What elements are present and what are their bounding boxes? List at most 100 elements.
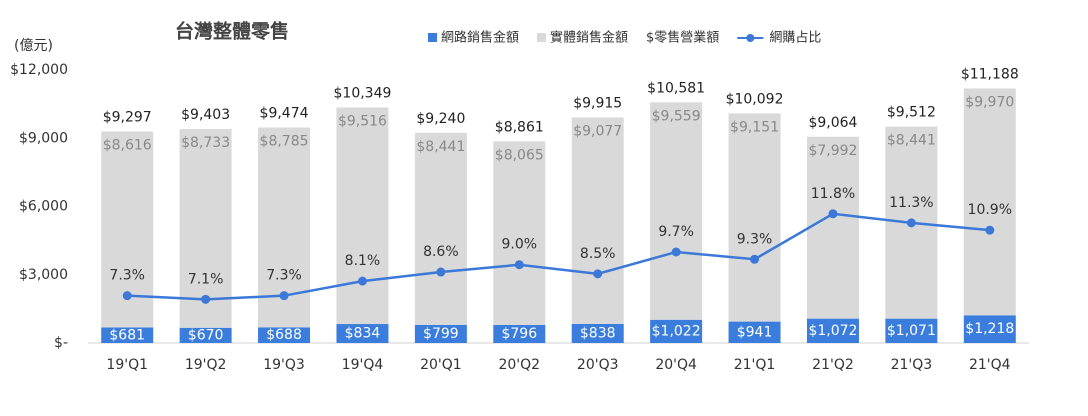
- bar: [179, 327, 232, 343]
- x-tick-label: 20'Q4: [655, 357, 697, 373]
- y-tick-label: $-: [54, 335, 68, 351]
- line-value-label: 9.7%: [658, 224, 694, 240]
- x-tick-label: 19'Q3: [263, 357, 305, 373]
- bar-value-label: $670: [188, 327, 224, 343]
- legend-label: 網路銷售金額: [441, 30, 519, 46]
- line-point: [750, 254, 760, 264]
- bar-value-label: $834: [345, 326, 381, 342]
- bar: [806, 318, 859, 343]
- bar-value-label: $681: [109, 327, 145, 343]
- total-label: $9,403: [181, 107, 230, 123]
- bar: [571, 117, 624, 324]
- y-tick-label: $12,000: [10, 62, 68, 78]
- total-label: $10,581: [647, 80, 705, 96]
- line-value-label: 8.1%: [345, 253, 381, 269]
- legend-swatch: [428, 33, 437, 42]
- legend-label: 實體銷售金額: [550, 30, 628, 46]
- x-tick-label: 19'Q2: [185, 357, 227, 373]
- bar: [493, 141, 546, 325]
- bar: [963, 315, 1016, 343]
- total-label: $10,349: [334, 86, 392, 102]
- bar-value-label: $796: [501, 326, 537, 342]
- bar-value-label: $9,077: [573, 123, 622, 139]
- bar-value-label: $799: [423, 326, 459, 342]
- bar-value-label: $8,785: [260, 133, 309, 149]
- bar-value-label: $8,065: [495, 147, 544, 163]
- line-value-label: 11.3%: [889, 195, 933, 211]
- line-point: [671, 247, 681, 257]
- legend-label: 網購占比: [769, 31, 821, 46]
- bar-value-label: $688: [266, 327, 302, 343]
- bar: [650, 319, 703, 343]
- bar-value-label: $838: [580, 325, 616, 341]
- bar: [414, 324, 467, 343]
- line-value-label: 10.9%: [968, 202, 1012, 218]
- line-value-label: 9.3%: [737, 231, 773, 247]
- bar: [101, 327, 154, 343]
- legend-label: $零售營業額: [646, 30, 719, 46]
- bar-value-label: $8,733: [181, 135, 230, 151]
- line-point: [357, 276, 367, 286]
- line-series: [127, 212, 990, 301]
- bar: [728, 321, 781, 343]
- bar: [179, 129, 232, 328]
- line-value-label: 7.1%: [188, 271, 224, 287]
- total-label: $9,064: [808, 115, 857, 131]
- line-point: [985, 225, 995, 235]
- bar-value-label: $9,970: [965, 94, 1014, 110]
- line-point: [828, 209, 838, 219]
- bar: [650, 102, 703, 320]
- y-unit-label: (億元): [14, 38, 53, 54]
- x-tick-label: 20'Q1: [420, 357, 462, 373]
- bar-value-label: $1,071: [887, 323, 936, 339]
- total-label: $11,188: [961, 66, 1019, 82]
- x-tick-label: 21'Q4: [969, 357, 1011, 373]
- bar: [414, 132, 467, 325]
- bar-value-label: $9,559: [652, 108, 701, 124]
- x-tick-label: 21'Q2: [812, 357, 854, 373]
- line-point: [593, 269, 603, 279]
- bar-value-label: $8,441: [416, 139, 465, 155]
- x-tick-label: 20'Q2: [498, 357, 540, 373]
- line-point: [201, 294, 211, 304]
- bar-value-label: $7,992: [808, 143, 857, 159]
- line-value-label: 7.3%: [266, 268, 302, 284]
- bar: [493, 324, 546, 343]
- line-value-label: 8.6%: [423, 244, 459, 260]
- line-value-label: 11.8%: [811, 186, 855, 202]
- bar-value-label: $941: [737, 324, 773, 340]
- legend-marker: [746, 34, 755, 42]
- line-point: [279, 291, 289, 301]
- bar: [806, 136, 859, 319]
- y-tick-label: $9,000: [19, 130, 68, 146]
- x-tick-label: 19'Q4: [342, 357, 384, 373]
- bar: [963, 88, 1016, 316]
- bar-value-label: $8,441: [887, 133, 936, 149]
- total-label: $9,240: [416, 111, 465, 127]
- total-label: $9,474: [260, 105, 309, 121]
- x-tick-label: 21'Q1: [734, 357, 776, 373]
- bar-value-label: $9,516: [338, 114, 387, 130]
- total-label: $9,512: [887, 105, 936, 121]
- legend-swatch: [537, 33, 547, 42]
- total-label: $10,092: [726, 91, 784, 107]
- bar: [728, 113, 781, 322]
- line-point: [514, 260, 524, 270]
- bar: [258, 327, 311, 343]
- x-tick-label: 20'Q3: [577, 357, 619, 373]
- line-value-label: 9.0%: [502, 237, 538, 253]
- bar-value-label: $1,072: [808, 323, 857, 339]
- bar: [336, 107, 389, 325]
- line-point: [436, 267, 446, 277]
- line-point: [122, 291, 132, 301]
- line-value-label: 8.5%: [580, 246, 616, 262]
- bar: [336, 324, 389, 343]
- line-point: [906, 218, 916, 228]
- line-value-label: 7.3%: [109, 268, 145, 284]
- x-tick-label: 21'Q3: [891, 357, 933, 373]
- total-label: $9,915: [573, 95, 622, 111]
- bar-value-label: $9,151: [730, 119, 779, 135]
- total-label: $9,297: [103, 109, 152, 125]
- bar: [885, 318, 938, 343]
- y-tick-label: $6,000: [19, 199, 68, 215]
